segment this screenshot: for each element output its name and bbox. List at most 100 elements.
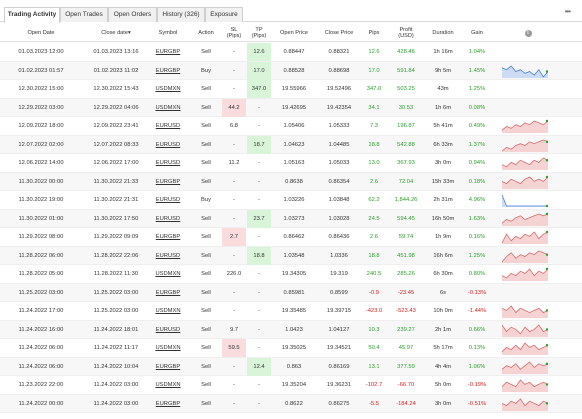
table-row[interactable]: 11.25.2022 03:00 11.25.2022 03:00 EURGBP Se… bbox=[0, 283, 582, 302]
sparkline-line bbox=[502, 120, 548, 131]
table-row[interactable]: 11.24.2022 16:00 11.24.2022 18:01 EURUSD Se… bbox=[0, 320, 582, 339]
close-price-cell: 0.86169 bbox=[328, 363, 350, 370]
symbol-link[interactable]: EURGBP bbox=[155, 49, 181, 55]
symbol-link[interactable]: USDMXN bbox=[155, 104, 181, 111]
symbol-link[interactable]: EURUSD bbox=[155, 123, 181, 129]
profit-cell: 594.45 bbox=[397, 215, 415, 222]
table-row[interactable]: 12.07.2022 02:00 12.07.2022 08:33 EURUSD Se… bbox=[0, 135, 582, 154]
table-row[interactable]: 11.28.2022 05:00 11.28.2022 11:30 USDMXN Se… bbox=[0, 265, 582, 284]
duration-cell: 16h 50m bbox=[431, 215, 455, 222]
sparkline-marker bbox=[545, 119, 548, 123]
col-sl[interactable]: SL (Pips) bbox=[226, 26, 242, 40]
duration-cell: 3h 0m bbox=[434, 160, 452, 166]
pips-cell: -0.9 bbox=[369, 289, 379, 296]
symbol-cell: EURGBP bbox=[150, 62, 186, 80]
table-row[interactable]: 12.29.2022 03:00 12.29.2022 04:06 USDMXN Se… bbox=[0, 98, 582, 117]
info-icon-cell[interactable]: i bbox=[518, 24, 538, 42]
open-date-cell: 11.28.2022 06:00 bbox=[18, 252, 64, 259]
symbol-link[interactable]: USDMXN bbox=[155, 382, 181, 388]
close-price-cell: 1.04485 bbox=[328, 141, 350, 148]
duration-cell: 6h 30m bbox=[433, 271, 453, 277]
open-price-cell: 0.85981 bbox=[283, 289, 305, 296]
table-row[interactable]: 12.06.2022 14:00 12.06.2022 17:00 EURUSD Se… bbox=[0, 154, 582, 173]
table-row[interactable]: 01.03.2023 12:00 01.03.2023 13:16 EURGBP Se… bbox=[0, 43, 582, 62]
action-cell: Sell bbox=[201, 86, 211, 92]
symbol-link[interactable]: USDMXN bbox=[155, 308, 181, 314]
table-row[interactable]: 11.23.2022 22:00 11.24.2022 03:00 USDMXN Se… bbox=[0, 376, 582, 395]
action-cell: Sell bbox=[201, 252, 211, 259]
col-duration[interactable]: Duration bbox=[432, 29, 454, 36]
tab-history[interactable]: History (326) bbox=[157, 7, 205, 22]
table-row[interactable]: 11.24.2022 17:00 11.25.2022 03:00 USDMXN Se… bbox=[0, 302, 582, 321]
open-date-cell: 11.25.2022 03:00 bbox=[18, 289, 64, 296]
col-pips[interactable]: Pips bbox=[368, 29, 380, 36]
open-date-cell: 12.09.2022 18:00 bbox=[18, 123, 64, 129]
table-row[interactable]: 11.28.2022 06:00 11.28.2022 22:06 EURUSD Se… bbox=[0, 246, 582, 265]
tp-cell: 18.8 bbox=[247, 246, 271, 265]
equity-sparkline bbox=[502, 230, 548, 244]
profit-cell: -184.24 bbox=[396, 400, 416, 407]
duration-cell: 5h 41m bbox=[433, 123, 453, 129]
table-row[interactable]: 11.30.2022 19:00 11.30.2022 21:31 EURUSD Bu… bbox=[0, 191, 582, 210]
col-action[interactable]: Action bbox=[198, 29, 214, 36]
col-tp[interactable]: TP (Pips) bbox=[251, 26, 267, 40]
open-price-cell: 1.0423 bbox=[285, 326, 303, 333]
info-icon[interactable]: i bbox=[524, 29, 532, 37]
symbol-link[interactable]: EURGBP bbox=[155, 289, 181, 296]
table-row[interactable]: 11.29.2022 08:00 11.29.2022 09:09 EURGBP Se… bbox=[0, 228, 582, 247]
table-row[interactable]: 12.09.2022 18:00 12.09.2022 23:41 EURUSD Se… bbox=[0, 117, 582, 136]
table-row[interactable]: 11.30.2022 01:00 11.30.2022 17:50 EURUSD Se… bbox=[0, 209, 582, 228]
symbol-link[interactable]: EURGBP bbox=[155, 178, 181, 185]
tab-open-trades[interactable]: Open Trades bbox=[60, 7, 108, 22]
symbol-link[interactable]: EURUSD bbox=[155, 252, 181, 259]
col-close-price[interactable]: Close Price bbox=[324, 29, 354, 36]
sl-cell: - bbox=[233, 141, 235, 148]
tp-cell: - bbox=[258, 234, 260, 240]
table-row[interactable]: 01.02.2023 01:57 01.02.2023 11:02 EURGBP Bu… bbox=[0, 61, 582, 80]
symbol-link[interactable]: EURGBP bbox=[155, 400, 181, 407]
col-gain[interactable]: Gain bbox=[471, 29, 483, 36]
tab-open-orders[interactable]: Open Orders bbox=[108, 7, 157, 22]
sparkline-area bbox=[502, 158, 548, 170]
table-row[interactable]: 11.24.2022 06:00 11.24.2022 11:17 USDMXN Se… bbox=[0, 339, 582, 358]
symbol-link[interactable]: USDMXN bbox=[155, 271, 181, 277]
sparkline-area bbox=[502, 121, 548, 133]
symbol-link[interactable]: EURUSD bbox=[155, 326, 181, 333]
pips-cell: 2.6 bbox=[369, 178, 379, 185]
action-cell: Buy bbox=[201, 67, 211, 74]
symbol-link[interactable]: EURGBP bbox=[155, 234, 181, 240]
table-row[interactable]: 11.24.2022 06:00 11.24.2022 10:04 EURGBP Se… bbox=[0, 357, 582, 376]
symbol-link[interactable]: EURUSD bbox=[155, 215, 181, 222]
open-date-cell: 11.30.2022 00:00 bbox=[18, 178, 64, 185]
close-price-cell: 19.319 bbox=[330, 271, 348, 277]
open-price-cell: 0.88447 bbox=[283, 49, 305, 55]
symbol-link[interactable]: EURGBP bbox=[155, 67, 181, 74]
symbol-link[interactable]: EURUSD bbox=[155, 160, 181, 166]
tab-exposure[interactable]: Exposure bbox=[205, 7, 243, 22]
symbol-link[interactable]: USDMXN bbox=[155, 86, 181, 92]
symbol-cell: EURGBP bbox=[150, 173, 186, 191]
symbol-link[interactable]: EURUSD bbox=[155, 141, 181, 148]
open-date-cell: 01.03.2023 12:00 bbox=[18, 49, 64, 55]
sparkline-area bbox=[502, 361, 548, 374]
col-open-date[interactable]: Open Date bbox=[27, 29, 55, 36]
col-symbol[interactable]: Symbol bbox=[158, 29, 178, 36]
sl-cell: 9.7 bbox=[229, 326, 239, 333]
profit-cell: 377.59 bbox=[397, 363, 415, 370]
col-close-date[interactable]: Close date▾ bbox=[101, 29, 131, 36]
pips-cell: 50.4 bbox=[368, 345, 380, 351]
pips-cell: 2.6 bbox=[369, 234, 379, 240]
tab-trading-activity[interactable]: Trading Activity bbox=[4, 7, 60, 23]
table-row[interactable]: 12.30.2022 15:00 12.30.2022 15:43 USDMXN Se… bbox=[0, 80, 582, 99]
sparkline-area bbox=[502, 250, 548, 263]
symbol-link[interactable]: USDMXN bbox=[155, 345, 181, 351]
sl-cell: - bbox=[233, 215, 235, 222]
symbol-link[interactable]: EURUSD bbox=[155, 197, 181, 203]
more-menu-icon[interactable]: ••• bbox=[564, 7, 571, 16]
symbol-link[interactable]: EURGBP bbox=[155, 363, 181, 370]
table-row[interactable]: 11.30.2022 00:00 11.30.2022 21:33 EURGBP Se… bbox=[0, 172, 582, 191]
symbol-cell: USDMXN bbox=[150, 265, 186, 283]
table-row[interactable]: 11.24.2022 00:00 11.24.2022 03:00 EURGBP Se… bbox=[0, 394, 582, 413]
col-open-price[interactable]: Open Price bbox=[280, 29, 308, 36]
col-profit[interactable]: Profit (USD) bbox=[398, 26, 414, 40]
